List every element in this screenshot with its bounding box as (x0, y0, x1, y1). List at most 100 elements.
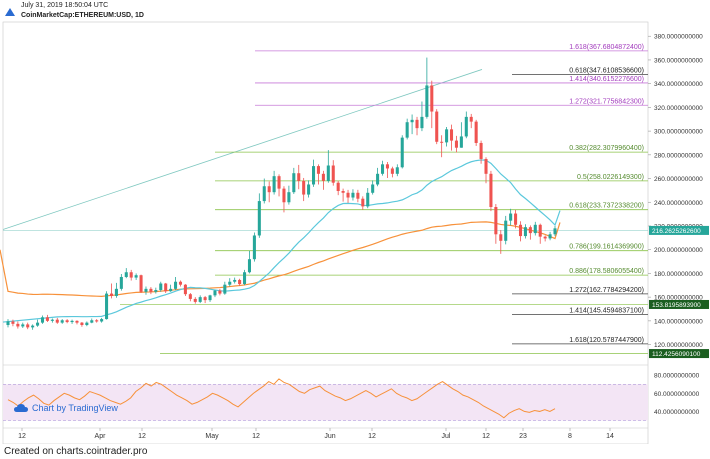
candle-body (454, 140, 458, 148)
candle-body (100, 319, 104, 322)
candle-body (65, 320, 69, 323)
x-tick-label: 12 (482, 433, 490, 440)
y-tick-label: 380.0000000000 (654, 34, 703, 41)
x-tick-label: 23 (519, 433, 527, 440)
candle-body (425, 85, 429, 117)
cloud-icon (14, 404, 28, 412)
candle-body (31, 325, 35, 328)
candle-body (366, 192, 370, 207)
rsi-tick-label: 80.0000000000 (654, 373, 700, 380)
attribution-text: Chart by TradingView (32, 403, 118, 413)
candle-body (509, 213, 513, 221)
fib-label: 0.618(347.6108536600) (569, 68, 644, 75)
candle-body (213, 290, 217, 296)
candle-body (247, 259, 251, 273)
candle-body (105, 293, 109, 320)
fib-label: 1.618(367.6804872400) (569, 44, 644, 51)
candle-body (312, 166, 316, 185)
candle-body (410, 119, 414, 123)
candle-body (85, 322, 89, 326)
fib-label: 1.618(120.5787447900) (569, 337, 644, 344)
candle-body (543, 236, 547, 239)
y-tick-label: 300.0000000000 (654, 129, 703, 136)
fib-label: 0.886(178.5806055400) (569, 268, 644, 275)
y-tick-label: 320.0000000000 (654, 105, 703, 112)
candle-body (198, 297, 202, 302)
support-tag-label: 112.4256090100 (652, 351, 701, 358)
candle-body (479, 142, 483, 159)
candle-body (164, 283, 168, 292)
candle-body (45, 317, 49, 321)
trend-line (2, 69, 483, 230)
rsi-band (3, 384, 648, 421)
candle-body (174, 281, 178, 289)
y-tick-label: 280.0000000000 (654, 152, 703, 159)
y-tick-label: 120.0000000000 (654, 342, 703, 349)
ma-slow-line (0, 221, 561, 297)
candle-body (336, 182, 340, 191)
candle-body (553, 228, 557, 235)
fib-label: 0.618(233.7372338200) (569, 203, 644, 210)
candle-body (169, 288, 173, 292)
candle-body (124, 272, 128, 277)
candle-body (129, 272, 133, 278)
candle-body (36, 322, 40, 326)
price-chart[interactable]: 380.0000000000 360.0000000000 340.00000000… (0, 0, 710, 444)
candle-body (149, 288, 153, 292)
fib-label: 1.414(340.6152276600) (569, 76, 644, 83)
candle-body (262, 186, 266, 202)
y-tick-label: 160.0000000000 (654, 295, 703, 302)
support-tag-label: 153.8195893900 (652, 302, 701, 309)
candle-body (109, 293, 114, 296)
y-tick-label: 140.0000000000 (654, 318, 703, 325)
x-tick-label: 12 (138, 433, 146, 440)
candle-body (282, 188, 286, 203)
candle-body (277, 176, 281, 189)
candle-body (341, 191, 345, 193)
rsi-tick-label: 60.0000000000 (654, 391, 700, 398)
fib-label: 1.272(162.7784294200) (569, 287, 644, 294)
x-tick-label: Jun (324, 433, 335, 440)
candle-body (395, 167, 399, 174)
candle-body (326, 165, 330, 181)
ma-fast-line (2, 159, 561, 323)
y-tick-label: 240.0000000000 (654, 200, 703, 207)
x-tick-label: 8 (568, 433, 572, 440)
candle-body (159, 283, 163, 291)
candle-body (474, 121, 478, 143)
fib-label: 0.5(258.0226149300) (577, 174, 644, 181)
candle-body (80, 322, 84, 326)
candle-body (60, 320, 64, 323)
candle-body (292, 173, 296, 193)
candle-body (376, 173, 380, 185)
candle-body (21, 324, 25, 327)
x-tick-label: 14 (606, 433, 614, 440)
candle-body (449, 129, 454, 141)
current-price-tag-label: 216.2625262600 (652, 228, 701, 235)
candle-body (272, 176, 276, 193)
candle-body (385, 164, 389, 169)
candle-body (469, 116, 473, 122)
candle-body (50, 319, 54, 321)
candle-body (351, 192, 355, 198)
fib-label: 1.414(145.4594837100) (569, 307, 644, 314)
y-tick-label: 360.0000000000 (654, 57, 703, 64)
candle-body (238, 279, 242, 285)
candle-body (489, 173, 493, 208)
candle-body (321, 173, 325, 181)
candle-body (75, 320, 79, 323)
x-tick-label: 12 (368, 433, 376, 440)
candle-body (257, 201, 261, 236)
candle-body (114, 288, 118, 296)
candle-body (119, 276, 123, 289)
tradingview-attribution[interactable]: Chart by TradingView (14, 403, 118, 413)
candle-body (464, 116, 468, 137)
candle-body (316, 166, 320, 174)
candle-body (178, 281, 183, 285)
candle-body (188, 294, 192, 299)
candle-body (233, 279, 237, 282)
footer-text: Created on charts.cointrader.pro (4, 446, 148, 457)
candle-body (528, 227, 532, 234)
candle-body (252, 235, 256, 260)
candle-body (430, 85, 434, 112)
